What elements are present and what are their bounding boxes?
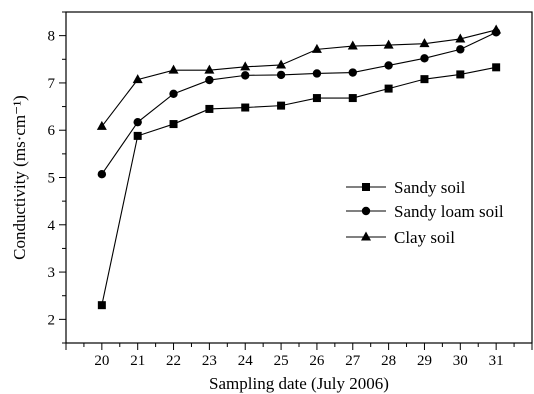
x-tick-label: 25 — [274, 353, 289, 369]
data-point — [169, 65, 179, 74]
legend-item: Clay soil — [346, 228, 455, 247]
data-point — [420, 54, 428, 62]
data-point — [385, 85, 393, 93]
data-point — [277, 102, 285, 110]
legend-item: Sandy loam soil — [346, 202, 504, 221]
y-tick-label: 2 — [48, 312, 56, 328]
x-tick-label: 22 — [166, 353, 181, 369]
data-point — [312, 44, 322, 53]
series-line — [102, 32, 496, 174]
x-tick-label: 29 — [417, 353, 432, 369]
legend-label: Sandy loam soil — [394, 202, 504, 221]
data-point — [204, 65, 214, 74]
data-point — [241, 104, 249, 112]
legend-marker — [362, 183, 370, 191]
data-point — [384, 40, 394, 49]
data-point — [205, 105, 213, 113]
legend-marker — [361, 232, 371, 241]
y-tick-label: 7 — [48, 76, 56, 92]
data-point — [313, 94, 321, 102]
x-tick-label: 23 — [202, 353, 217, 369]
series-layer — [97, 24, 501, 309]
y-tick-label: 6 — [48, 123, 56, 139]
data-point — [240, 61, 250, 70]
data-point — [98, 170, 106, 178]
x-tick-label: 21 — [130, 353, 145, 369]
data-point — [134, 132, 142, 140]
data-point — [349, 94, 357, 102]
x-tick-label: 20 — [94, 353, 109, 369]
y-tick-label: 5 — [48, 171, 56, 187]
legend-label: Clay soil — [394, 228, 455, 247]
data-point — [277, 71, 285, 79]
data-point — [492, 63, 500, 71]
y-axis-title: Conductivity (ms·cm⁻¹) — [10, 95, 29, 260]
data-point — [349, 68, 357, 76]
data-point — [169, 90, 177, 98]
x-tick-label: 24 — [238, 353, 254, 369]
series-line — [102, 30, 496, 126]
data-point — [384, 61, 392, 69]
data-point — [491, 24, 501, 33]
y-tick-label: 3 — [48, 265, 56, 281]
data-point — [98, 301, 106, 309]
x-tick-label: 26 — [309, 353, 325, 369]
data-point — [205, 76, 213, 84]
x-axis-ticks: 20 21 22 23 24 25 26 27 28 29 30 31 — [66, 343, 532, 369]
data-point — [420, 75, 428, 83]
data-point — [456, 70, 464, 78]
legend: Sandy soil Sandy loam soil Clay soil — [346, 178, 504, 247]
data-point — [348, 41, 358, 50]
x-tick-label: 31 — [489, 353, 504, 369]
legend-marker — [362, 207, 370, 215]
x-axis-title: Sampling date (July 2006) — [209, 374, 389, 393]
x-tick-label: 30 — [453, 353, 468, 369]
data-point — [313, 69, 321, 77]
y-tick-label: 4 — [48, 218, 56, 234]
data-point — [456, 45, 464, 53]
data-point — [133, 118, 141, 126]
legend-item: Sandy soil — [346, 178, 466, 197]
series-circle — [98, 28, 501, 178]
y-tick-label: 8 — [48, 29, 56, 45]
x-tick-label: 27 — [345, 353, 361, 369]
y-axis-ticks: 2 3 4 5 6 7 8 — [48, 12, 67, 343]
x-tick-label: 28 — [381, 353, 396, 369]
legend-label: Sandy soil — [394, 178, 466, 197]
data-point — [170, 120, 178, 128]
data-point — [241, 71, 249, 79]
